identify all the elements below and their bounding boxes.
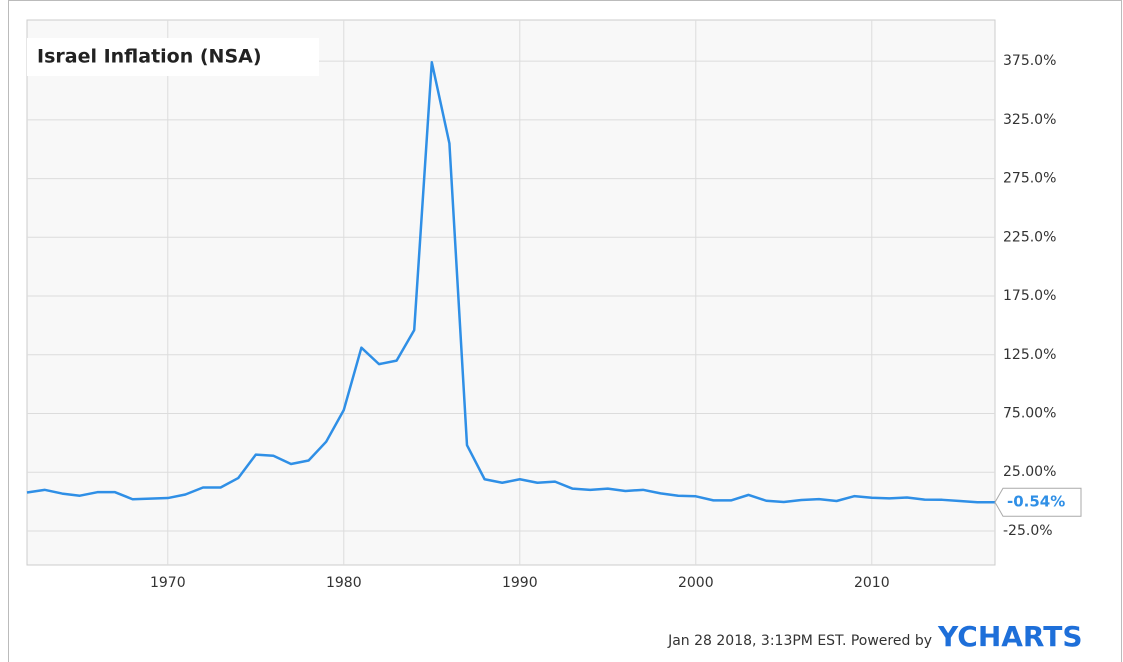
- line-series: [26, 61, 996, 504]
- y-tick-label: -25.0%: [1003, 523, 1053, 539]
- title-box: [27, 38, 319, 76]
- x-tick-label: 2010: [854, 575, 890, 591]
- y-tick-label: 75.00%: [1003, 405, 1056, 421]
- x-tick-label: 1970: [150, 575, 186, 591]
- footer: Jan 28 2018, 3:13PM EST. Powered by: [667, 633, 932, 649]
- brand: YCHARTS: [937, 620, 1083, 653]
- y-tick-label: 25.00%: [1003, 464, 1056, 480]
- y-tick-label: 225.0%: [1003, 229, 1056, 245]
- x-tick-label: 1980: [326, 575, 362, 591]
- y-tick-label: 275.0%: [1003, 171, 1056, 187]
- y-tick-label: 175.0%: [1003, 288, 1056, 304]
- value-label-box: [994, 487, 1082, 517]
- frame: [8, 0, 1122, 662]
- plot-area: [26, 19, 996, 566]
- y-tick-label: 325.0%: [1003, 112, 1056, 128]
- x-tick-label: 2000: [678, 575, 714, 591]
- x-tick-label: 1990: [502, 575, 538, 591]
- y-tick-label: 125.0%: [1003, 347, 1056, 363]
- chart-title: Israel Inflation (NSA): [37, 46, 262, 68]
- value-label: -0.54%: [1007, 493, 1065, 511]
- y-tick-label: 375.0%: [1003, 53, 1056, 69]
